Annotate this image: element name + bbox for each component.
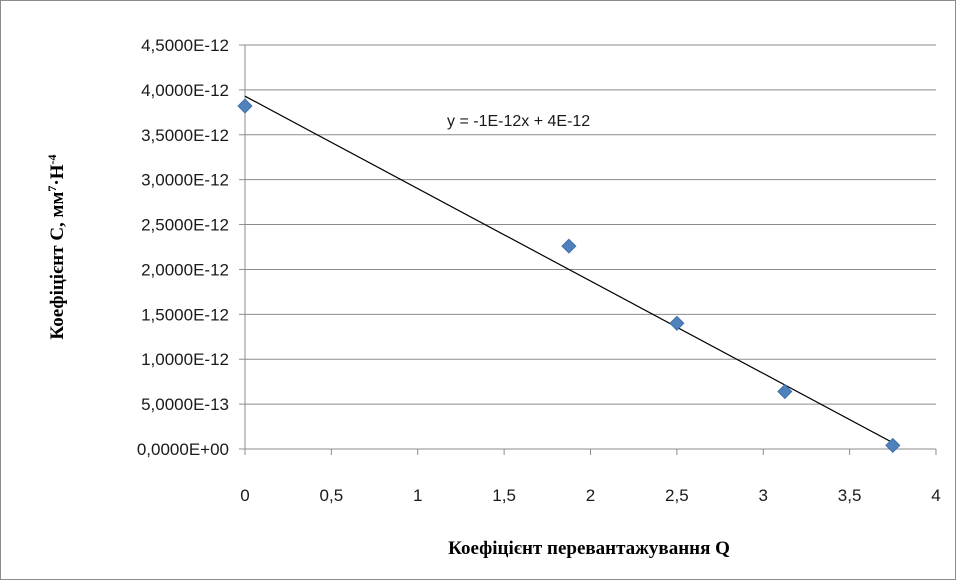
x-tick-label: 4	[931, 486, 940, 505]
data-point	[777, 383, 793, 400]
y-tick-label: 1,0000E-12	[141, 350, 229, 369]
y-axis-title-sup2: -4	[45, 154, 59, 164]
y-tick-label: 5,0000E-13	[141, 395, 229, 414]
data-point	[237, 98, 253, 114]
x-tick-labels: 0 0,5 1 1,5 2 2,5 3 3,5 4	[240, 486, 940, 505]
x-axis-title: Коефіцієнт перевантажування Q	[448, 538, 730, 559]
y-tick-label: 4,0000E-12	[141, 81, 229, 100]
data-point	[561, 238, 577, 254]
x-tick-label: 0,5	[320, 486, 344, 505]
y-tick-label: 4,5000E-12	[141, 36, 229, 55]
y-tick-label: 0,0000E+00	[137, 440, 229, 459]
x-tick-label: 1	[413, 486, 422, 505]
data-point	[669, 315, 685, 331]
data-point	[885, 437, 901, 453]
y-axis-title-main: Коефіцієнт С, мм	[47, 192, 68, 340]
y-tick-label: 2,0000E-12	[141, 260, 229, 279]
y-tick-labels: 0,0000E+00 5,0000E-13 1,0000E-12 1,5000E-12…	[137, 36, 229, 459]
y-tick-label: 2,5000E-12	[141, 216, 229, 235]
y-tick-label: 3,5000E-12	[141, 126, 229, 145]
data-points	[237, 98, 901, 453]
x-tick-label: 1,5	[492, 486, 516, 505]
x-tick-label: 2	[586, 486, 595, 505]
x-tick-label: 3,5	[838, 486, 862, 505]
x-tick-label: 3	[759, 486, 768, 505]
grid-lines	[239, 44, 937, 455]
y-tick-label: 3,0000E-12	[141, 171, 229, 190]
y-tick-label: 1,5000E-12	[141, 305, 229, 324]
x-tick-label: 2,5	[665, 486, 689, 505]
x-tick-label: 0	[240, 486, 249, 505]
trendline-equation: y = -1E-12x + 4E-12	[447, 113, 590, 130]
y-axis-title-mid: ·Н	[47, 164, 68, 185]
y-axis-title-sup1: 7	[45, 186, 59, 192]
y-axis-title: Коефіцієнт С, мм7·Н-4	[45, 154, 68, 339]
